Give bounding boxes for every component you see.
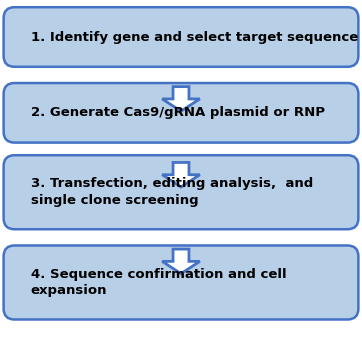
Polygon shape: [162, 162, 200, 187]
Text: 1. Identify gene and select target sequence: 1. Identify gene and select target seque…: [31, 30, 358, 44]
Text: 3. Transfection, editing analysis,  and
single clone screening: 3. Transfection, editing analysis, and s…: [31, 178, 313, 207]
Text: 4. Sequence confirmation and cell
expansion: 4. Sequence confirmation and cell expans…: [31, 268, 286, 297]
FancyBboxPatch shape: [4, 245, 358, 319]
Polygon shape: [162, 249, 200, 274]
Text: 2. Generate Cas9/gRNA plasmid or RNP: 2. Generate Cas9/gRNA plasmid or RNP: [31, 106, 325, 119]
Polygon shape: [162, 87, 200, 111]
FancyBboxPatch shape: [4, 83, 358, 143]
FancyBboxPatch shape: [4, 7, 358, 67]
FancyBboxPatch shape: [4, 155, 358, 229]
